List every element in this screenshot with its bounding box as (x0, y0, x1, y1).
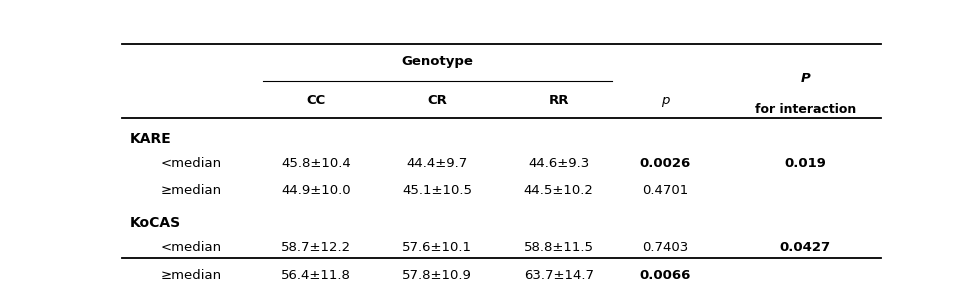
Text: 63.7±14.7: 63.7±14.7 (523, 268, 593, 281)
Text: 45.8±10.4: 45.8±10.4 (281, 157, 350, 170)
Text: 0.7403: 0.7403 (642, 241, 688, 254)
Text: 0.4701: 0.4701 (642, 184, 688, 197)
Text: 0.019: 0.019 (783, 157, 825, 170)
Text: ≥median: ≥median (160, 268, 221, 281)
Text: for interaction: for interaction (754, 103, 855, 116)
Text: 58.7±12.2: 58.7±12.2 (281, 241, 350, 254)
Text: 0.0026: 0.0026 (639, 157, 689, 170)
Text: 44.6±9.3: 44.6±9.3 (527, 157, 589, 170)
Text: 57.6±10.1: 57.6±10.1 (402, 241, 471, 254)
Text: p: p (660, 94, 668, 106)
Text: 0.0066: 0.0066 (639, 268, 689, 281)
Text: <median: <median (160, 241, 221, 254)
Text: P: P (800, 72, 809, 85)
Text: CR: CR (426, 94, 447, 106)
Text: 45.1±10.5: 45.1±10.5 (402, 184, 471, 197)
Text: RR: RR (548, 94, 568, 106)
Text: 44.5±10.2: 44.5±10.2 (523, 184, 593, 197)
Text: 0.0427: 0.0427 (778, 241, 830, 254)
Text: <median: <median (160, 157, 221, 170)
Text: 56.4±11.8: 56.4±11.8 (281, 268, 350, 281)
Text: ≥median: ≥median (160, 184, 221, 197)
Text: KoCAS: KoCAS (130, 216, 181, 230)
Text: Genotype: Genotype (401, 55, 472, 68)
Text: 58.8±11.5: 58.8±11.5 (523, 241, 593, 254)
Text: 44.4±9.7: 44.4±9.7 (406, 157, 467, 170)
Text: KARE: KARE (130, 132, 171, 146)
Text: CC: CC (306, 94, 325, 106)
Text: 57.8±10.9: 57.8±10.9 (402, 268, 471, 281)
Text: 44.9±10.0: 44.9±10.0 (281, 184, 350, 197)
